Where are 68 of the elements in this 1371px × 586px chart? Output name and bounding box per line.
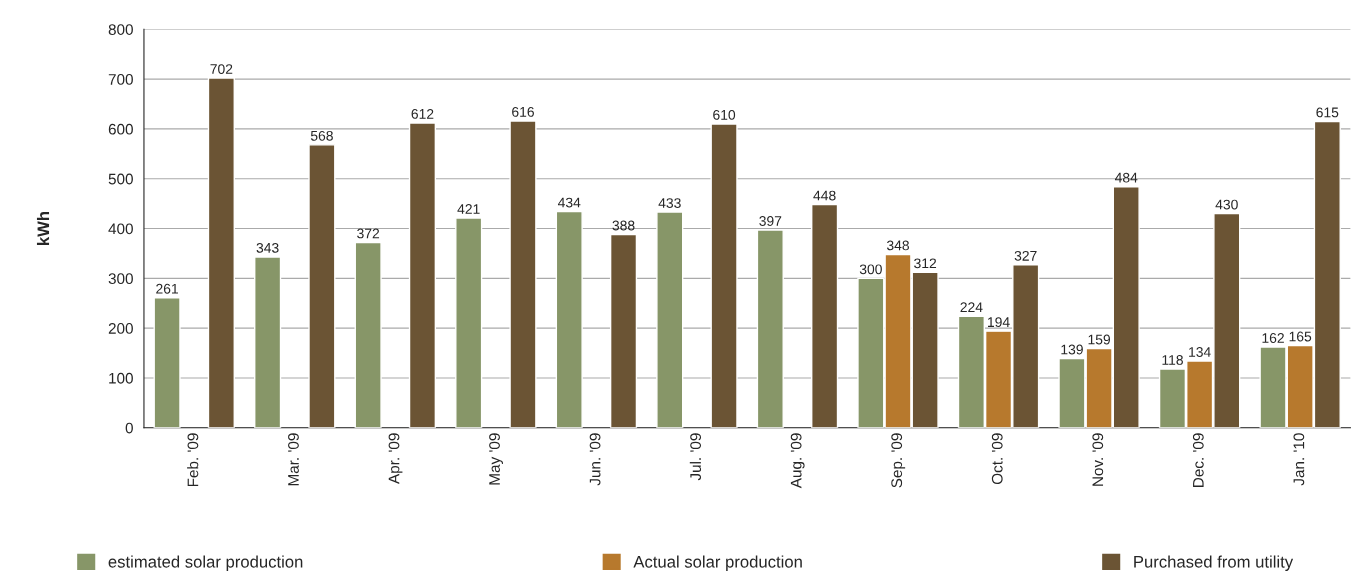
data-label: 312 (914, 258, 937, 269)
data-label: 327 (1014, 250, 1037, 261)
data-label: 162 (1262, 333, 1284, 343)
data-label: 434 (557, 197, 581, 208)
x-tick-label: Jul. '09 (689, 433, 702, 481)
bar (408, 122, 437, 428)
data-label: 224 (960, 302, 983, 312)
x-tick-label: Jun. '09 (589, 433, 601, 486)
data-label: 134 (1189, 347, 1211, 357)
bar (656, 211, 684, 428)
x-tick-label: Dec. '09 (1192, 433, 1204, 487)
bar (254, 256, 282, 428)
y-tick-label: 200 (108, 323, 133, 334)
bar (455, 217, 483, 428)
data-label: 300 (859, 264, 882, 275)
bar (811, 203, 839, 428)
data-label: 388 (612, 220, 635, 231)
bar (207, 77, 235, 428)
data-label: 568 (310, 130, 333, 141)
x-tick-label: Feb. '09 (187, 433, 199, 487)
x-tick-label: May '09 (489, 433, 503, 485)
bar (710, 123, 738, 428)
data-label: 343 (256, 242, 279, 253)
bar (354, 241, 382, 428)
data-label: 448 (813, 190, 836, 201)
x-tick-label: Sep. '09 (891, 433, 906, 488)
data-label: 194 (988, 317, 1010, 328)
y-tick-label: 800 (108, 24, 133, 35)
data-label: 421 (457, 204, 480, 214)
data-label: 397 (759, 216, 782, 226)
x-tick-label: Oct. '09 (991, 433, 1003, 485)
data-label: 484 (1114, 172, 1138, 183)
data-label: 348 (886, 240, 909, 251)
legend-label: estimated solar production (108, 555, 303, 571)
y-axis-title: kWh (36, 211, 50, 245)
data-label: 159 (1088, 334, 1111, 345)
data-label: 430 (1215, 199, 1238, 210)
legend-label: Purchased from utility (1134, 555, 1294, 571)
x-tick-label: Apr. '09 (388, 433, 403, 484)
bar (509, 120, 537, 428)
data-label: 118 (1162, 355, 1183, 365)
data-label: 612 (411, 108, 434, 119)
data-label: 165 (1289, 331, 1312, 342)
x-tick-label: Nov. '09 (1092, 433, 1104, 486)
y-tick-label: 600 (108, 123, 133, 135)
data-label: 615 (1316, 107, 1339, 118)
legend-label: Actual solar production (633, 555, 802, 571)
x-tick-label: Jan. '10 (1293, 433, 1305, 486)
y-tick-label: 500 (108, 173, 133, 185)
bar (756, 229, 784, 428)
data-label: 610 (713, 109, 736, 120)
bar (609, 233, 638, 428)
y-tick-label: 300 (108, 273, 133, 285)
data-label: 616 (512, 106, 534, 117)
y-tick-label: 0 (125, 422, 133, 434)
data-label: 433 (658, 198, 681, 208)
x-tick-label: Mar. '09 (288, 433, 299, 486)
data-label: 372 (357, 228, 380, 239)
bar (153, 297, 181, 428)
data-label: 261 (156, 283, 178, 294)
bar (555, 210, 583, 428)
y-tick-label: 400 (108, 223, 133, 235)
data-label: 139 (1061, 344, 1083, 355)
y-tick-label: 100 (109, 372, 133, 384)
data-label: 702 (210, 64, 233, 74)
x-tick-label: Aug. '09 (790, 433, 805, 489)
y-tick-label: 700 (108, 73, 133, 85)
bar (308, 144, 336, 428)
